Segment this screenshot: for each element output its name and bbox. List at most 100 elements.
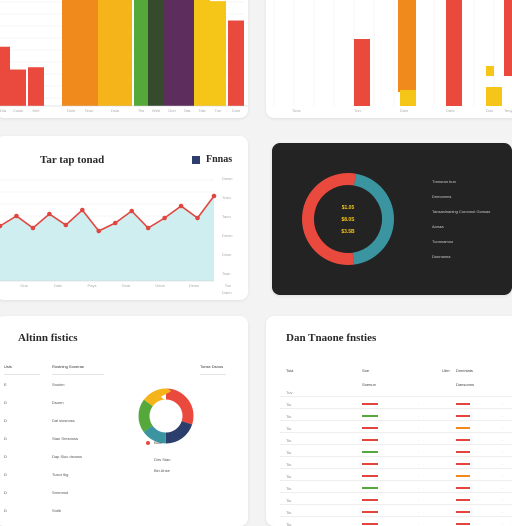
donut-legend: Bias Dirs Stan Bin Ahse	[146, 440, 170, 473]
row-label[interactable]: Tusor tlig	[52, 472, 69, 477]
indicator-bar	[456, 487, 470, 489]
cell-marker: ·	[502, 462, 504, 467]
legend[interactable]: Fnnas	[192, 154, 232, 165]
table-row[interactable]: Tiu	[286, 498, 292, 503]
cell-marker: ·	[418, 438, 420, 443]
cell-marker: ·	[502, 414, 504, 419]
row-label[interactable]: Sntib	[52, 508, 62, 513]
cell-marker: ·	[502, 510, 504, 515]
x-tick-label: Tlis	[138, 108, 144, 113]
data-point[interactable]	[96, 228, 102, 234]
donut-center-value: $1.05	[342, 205, 355, 211]
cell-marker: ·	[418, 402, 420, 407]
cell-marker: ·	[502, 498, 504, 503]
data-point[interactable]	[195, 215, 200, 221]
data-point[interactable]	[30, 225, 36, 231]
data-point[interactable]	[145, 225, 151, 231]
data-point[interactable]	[178, 203, 184, 209]
row-label[interactable]: Snoinn	[52, 382, 65, 387]
table-row[interactable]: Tiu	[286, 474, 292, 479]
legend-item[interactable]: Donnanna	[432, 254, 451, 259]
column-header[interactable]: Soe	[362, 368, 370, 373]
donut-slice[interactable]	[138, 388, 194, 444]
indicator-bar	[362, 463, 378, 465]
legend-item-label: Bias	[154, 440, 162, 445]
column-header[interactable]: Dmriniats	[456, 368, 473, 373]
indicator-bar	[456, 511, 470, 513]
legend-item[interactable]: Bin Ahse	[154, 468, 170, 473]
donut-slice[interactable]	[138, 388, 194, 444]
table-card: Dan Tnaone fnsties Tola Soe Soenun Dansonns…	[266, 316, 512, 526]
column-header: Rostning Soneras	[52, 364, 84, 369]
data-point[interactable]	[112, 220, 118, 226]
table-row[interactable]: Tiu	[286, 510, 292, 515]
x-tick-label: Gna	[20, 283, 28, 288]
data-point[interactable]	[80, 207, 85, 213]
row-label[interactable]: Srmmrsd	[52, 490, 69, 495]
column-header[interactable]: Tola	[286, 368, 294, 373]
bar	[486, 87, 502, 106]
bar	[446, 0, 462, 106]
table-row[interactable]: Tiu	[286, 486, 292, 491]
data-point[interactable]	[47, 211, 52, 217]
cell-marker: ·	[502, 522, 504, 526]
legend-item[interactable]: Tansanlnaning Coronnot Gonsas	[432, 209, 491, 214]
table-row[interactable]: Tiu	[286, 402, 292, 407]
row-divider	[280, 480, 512, 481]
row-divider	[280, 504, 512, 505]
row-code: D	[4, 400, 7, 405]
x-tick-label: Dsia	[111, 108, 120, 113]
data-table: Tola Soe Soenun Dansonns Ubrr Dmriniats Tuv Tiu…	[266, 316, 512, 526]
column-header[interactable]: Soenun	[362, 382, 376, 387]
x-tick-label: Tais	[198, 108, 205, 113]
table-row[interactable]: Tiu	[286, 522, 292, 526]
legend-item[interactable]: Dirs Stan	[154, 457, 171, 462]
row-divider	[280, 468, 512, 469]
table-row[interactable]: Tiu	[286, 438, 292, 443]
row-label[interactable]: Dal siosnoss	[52, 418, 75, 423]
row-label[interactable]: Stan Sresnoss	[52, 436, 79, 441]
donut-slice[interactable]	[138, 388, 194, 444]
legend-item[interactable]: Bias	[146, 440, 170, 445]
y-tick-label: Dmsn	[222, 233, 232, 238]
bar	[148, 0, 164, 106]
row-label[interactable]: Dsoen	[52, 400, 64, 405]
row-code: E	[4, 382, 7, 387]
y-tick-label: Dmsn	[222, 176, 232, 181]
stats-card: Altinn fistics Usls Rostning Soneras Ton…	[0, 316, 248, 526]
stats-rows: E Snoinn D Dsoen D Dal siosnoss D Stan Sresnoss…	[0, 316, 248, 526]
cell-marker: ·	[502, 402, 504, 407]
data-point[interactable]	[0, 223, 3, 229]
indicator-bar	[362, 439, 378, 441]
legend-item[interactable]: Tunnnamoo	[432, 239, 454, 244]
data-point[interactable]	[14, 213, 19, 219]
indicator-bar	[362, 523, 378, 525]
row-code: D	[4, 418, 7, 423]
row-divider	[280, 396, 512, 397]
cell-marker: ·	[502, 474, 504, 479]
x-tick-label: Tun	[354, 108, 361, 113]
header-divider	[4, 374, 40, 375]
column-header[interactable]: Dansonns	[456, 382, 475, 387]
donut-slice[interactable]	[302, 173, 395, 266]
table-row[interactable]: Tiu	[286, 450, 292, 455]
x-tick-label: Dews	[189, 283, 199, 288]
table-row[interactable]: Tuv	[286, 390, 293, 395]
cell-marker: ·	[418, 498, 420, 503]
table-row[interactable]: Tiu	[286, 426, 292, 431]
data-point[interactable]	[129, 208, 134, 214]
x-tick-label: Tun	[215, 108, 222, 113]
data-point[interactable]	[162, 215, 167, 221]
data-point[interactable]	[63, 222, 69, 228]
data-point[interactable]	[211, 193, 217, 199]
table-row[interactable]: Tiu	[286, 462, 292, 467]
legend-item[interactable]: Tnmoran bun	[432, 179, 456, 184]
legend-item[interactable]: Aonaa	[432, 224, 444, 229]
row-label[interactable]: Dap Sluc dsnoss	[52, 454, 83, 459]
x-tick-label: Toos	[292, 108, 300, 113]
table-row[interactable]: Tiu	[286, 414, 292, 419]
bar	[98, 0, 132, 106]
legend-item[interactable]: Dnmonnns	[432, 194, 452, 199]
column-header[interactable]: Ubrr	[442, 368, 450, 373]
x-tick-label: Teun	[85, 108, 94, 113]
